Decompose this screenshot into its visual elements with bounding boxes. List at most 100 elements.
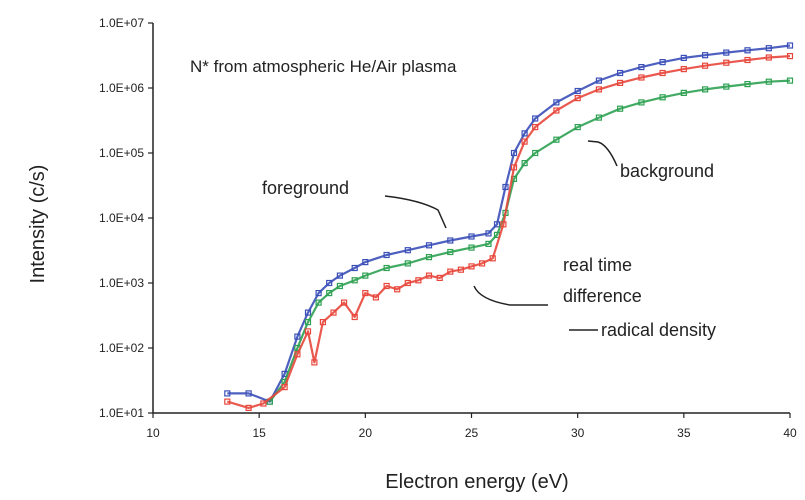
data-point	[500, 221, 507, 228]
data-point	[362, 290, 369, 297]
data-point	[521, 130, 528, 137]
data-point	[574, 87, 581, 95]
chart-title: N* from atmospheric He/Air plasma	[190, 57, 457, 76]
data-point	[425, 254, 433, 261]
data-point	[765, 78, 772, 85]
data-point	[224, 398, 231, 405]
annotation-real-time: real time	[563, 255, 632, 275]
data-point	[383, 264, 390, 272]
data-point	[447, 248, 454, 256]
x-axis-title: Electron energy (eV)	[385, 471, 568, 493]
data-point	[595, 77, 603, 84]
data-point	[744, 80, 751, 88]
data-point	[336, 272, 343, 279]
data-point	[595, 114, 603, 121]
data-point	[502, 183, 509, 191]
y-tick-label: 1.0E+02	[99, 341, 144, 355]
data-point	[532, 123, 539, 131]
data-point	[315, 290, 322, 297]
axes: 1.0E+01 1.0E+02 1.0E+03 1.0E+04 1.0E+05 1.0E+…	[99, 16, 797, 440]
data-point	[260, 400, 267, 407]
data-point	[616, 69, 624, 77]
data-point	[786, 52, 794, 60]
data-point	[723, 83, 730, 90]
x-tick-label: 10	[146, 426, 160, 440]
leader-background	[587, 140, 618, 167]
data-point	[659, 69, 666, 77]
annotations: foreground background real time differen…	[262, 140, 716, 340]
data-point	[304, 328, 312, 335]
data-point	[326, 290, 333, 297]
series-line-real-time-difference	[226, 55, 791, 409]
data-point	[493, 221, 501, 228]
data-point	[245, 390, 252, 397]
data-point	[415, 277, 422, 284]
data-point	[638, 99, 645, 106]
data-point	[744, 56, 751, 64]
data-point	[447, 268, 454, 275]
data-point	[383, 251, 390, 259]
data-point	[394, 286, 401, 293]
x-tick-label: 30	[571, 426, 585, 440]
data-point	[765, 45, 772, 52]
data-point	[521, 160, 528, 167]
data-point	[616, 79, 624, 87]
data-point	[341, 299, 348, 306]
data-point	[294, 351, 301, 358]
y-tick-label: 1.0E+05	[99, 146, 144, 160]
data-point	[574, 123, 581, 131]
x-tick-label: 25	[465, 426, 479, 440]
data-point	[765, 54, 772, 61]
annotation-difference: difference	[563, 286, 642, 306]
annotation-foreground: foreground	[262, 178, 349, 198]
data-point	[701, 52, 709, 59]
leader-foreground	[384, 195, 447, 229]
data-point	[659, 58, 666, 66]
data-point	[383, 282, 390, 290]
data-point	[294, 333, 301, 340]
data-point	[532, 149, 539, 157]
data-point	[468, 263, 475, 270]
x-tick-label: 35	[677, 426, 691, 440]
data-point	[468, 244, 475, 251]
data-point	[404, 260, 411, 267]
data-point	[351, 313, 358, 321]
x-tick-label: 15	[252, 426, 266, 440]
data-point	[659, 94, 666, 101]
data-point	[304, 309, 312, 316]
data-point	[723, 59, 730, 66]
data-point	[489, 255, 496, 262]
y-axis-title: Intensity (c/s)	[27, 165, 49, 284]
annotation-radical-density: radical density	[601, 320, 716, 340]
data-point	[638, 74, 645, 81]
data-point	[447, 237, 454, 244]
series-line-foreground	[227, 44, 791, 403]
y-tick-label: 1.0E+07	[99, 16, 144, 30]
data-point	[553, 99, 560, 106]
data-point	[319, 319, 326, 326]
series-line-background	[268, 79, 791, 403]
data-point	[532, 115, 539, 122]
data-point	[326, 279, 333, 287]
data-point	[351, 264, 358, 272]
data-point	[372, 294, 379, 301]
y-tick-label: 1.0E+04	[99, 211, 144, 225]
data-point	[362, 259, 369, 266]
data-point	[701, 62, 709, 69]
data-point	[425, 242, 433, 249]
data-point	[616, 105, 624, 112]
data-point	[553, 107, 560, 114]
data-point	[553, 136, 560, 143]
annotation-background: background	[620, 161, 714, 181]
data-point	[510, 149, 518, 157]
data-point	[786, 42, 794, 49]
data-point	[510, 164, 518, 171]
data-point	[786, 77, 794, 84]
data-point	[245, 404, 252, 411]
data-point	[457, 266, 464, 273]
data-point	[723, 49, 730, 56]
data-point	[479, 260, 486, 267]
data-point	[638, 63, 645, 71]
data-point	[485, 240, 492, 247]
data-point	[680, 65, 687, 73]
